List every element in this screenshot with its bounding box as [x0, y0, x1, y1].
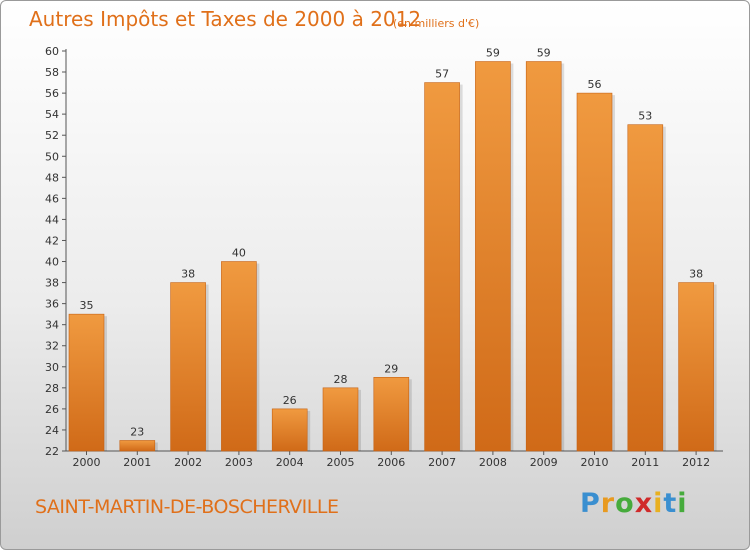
y-tick-label: 22: [45, 445, 59, 458]
y-tick-label: 28: [45, 382, 59, 395]
y-tick-label: 54: [45, 108, 59, 121]
y-tick-label: 56: [45, 87, 59, 100]
x-tick-label-2005: 2005: [327, 456, 355, 469]
x-tick-label-2009: 2009: [530, 456, 558, 469]
logo-letter: t: [663, 488, 678, 519]
value-label-2007: 57: [435, 68, 449, 81]
y-tick-label: 32: [45, 340, 59, 353]
value-label-2012: 38: [689, 268, 703, 281]
y-tick-label: 58: [45, 66, 59, 79]
x-tick-label-2012: 2012: [682, 456, 710, 469]
y-tick-label: 42: [45, 234, 59, 247]
x-tick-label-2004: 2004: [276, 456, 304, 469]
bar-2012: [678, 282, 714, 452]
logo-letter: i: [653, 488, 664, 519]
commune-name: SAINT-MARTIN-DE-BOSCHERVILLE: [35, 496, 339, 518]
x-tick-label-2006: 2006: [377, 456, 405, 469]
value-label-2004: 26: [283, 394, 297, 407]
value-label-2000: 35: [80, 299, 94, 312]
bar-2000: [68, 313, 105, 452]
bar-2011: [627, 124, 664, 452]
bar-2002: [170, 282, 206, 452]
bar-2006: [373, 377, 410, 452]
value-label-2003: 40: [232, 247, 246, 260]
x-tick-label-2011: 2011: [631, 456, 659, 469]
y-tick-label: 44: [45, 213, 59, 226]
bar-2007: [424, 82, 460, 452]
logo-letter: P: [580, 488, 601, 519]
y-tick-label: 46: [45, 192, 59, 205]
x-tick-label-2001: 2001: [123, 456, 151, 469]
y-tick-label: 52: [45, 129, 59, 142]
bar-2010: [576, 92, 613, 452]
y-tick-label: 38: [45, 277, 59, 290]
chart-subtitle: (en milliers d'€): [393, 17, 480, 30]
logo-letter: o: [615, 488, 635, 519]
y-tick-label: 50: [45, 150, 59, 163]
x-tick-label-2000: 2000: [73, 456, 101, 469]
proxiti-logo: Proxiti: [580, 488, 688, 519]
bar-2003: [221, 261, 257, 452]
y-tick-label: 24: [45, 424, 59, 437]
logo-letter: i: [677, 488, 688, 519]
x-tick-label-2008: 2008: [479, 456, 507, 469]
bar-2005: [322, 387, 359, 452]
bar-2001: [119, 440, 156, 452]
y-tick-label: 34: [45, 319, 59, 332]
value-label-2002: 38: [181, 268, 195, 281]
y-tick-label: 36: [45, 298, 59, 311]
bar-2008: [475, 61, 511, 452]
y-tick-label: 26: [45, 403, 59, 416]
bar-2009: [525, 61, 562, 452]
value-label-2010: 56: [588, 78, 602, 91]
x-tick-label-2003: 2003: [225, 456, 253, 469]
logo-letter: x: [634, 488, 654, 519]
bar-2004: [271, 408, 308, 452]
x-tick-label-2002: 2002: [174, 456, 202, 469]
value-label-2001: 23: [130, 425, 144, 438]
x-tick-label-2007: 2007: [428, 456, 456, 469]
value-label-2005: 28: [334, 373, 348, 386]
y-tick-label: 48: [45, 171, 59, 184]
value-label-2011: 53: [638, 110, 652, 123]
y-tick-label: 30: [45, 361, 59, 374]
value-label-2008: 59: [486, 47, 500, 60]
chart-title: Autres Impôts et Taxes de 2000 à 2012: [29, 7, 422, 31]
value-label-2009: 59: [537, 47, 551, 60]
x-tick-label-2010: 2010: [581, 456, 609, 469]
y-tick-label: 60: [45, 45, 59, 58]
logo-letter: r: [600, 488, 616, 519]
y-tick-label: 40: [45, 256, 59, 269]
value-label-2006: 29: [384, 362, 398, 375]
